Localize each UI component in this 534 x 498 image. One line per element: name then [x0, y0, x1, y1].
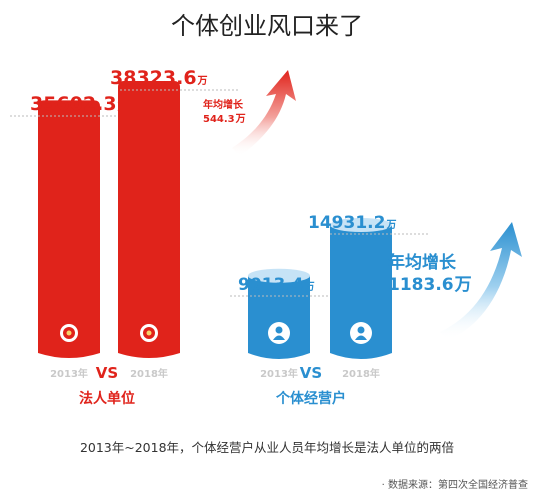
legal-entity-bar-2018	[118, 81, 180, 358]
person-icon-head	[357, 326, 365, 334]
vs-label: VS	[96, 364, 118, 382]
bars-layer: 35602.3万2013年38323.6万2018年VS法人单位年均增长544.…	[10, 67, 472, 407]
growth-unit: 万	[454, 275, 472, 295]
individual-business-bar-2013	[248, 275, 310, 359]
individual-business-bar-2013-top	[248, 268, 310, 283]
growth-value: 1183.6	[388, 275, 454, 295]
unit-label: 万	[385, 219, 396, 231]
person-icon-head	[275, 326, 283, 334]
individual-business-bar-2018-top	[330, 218, 392, 232]
unit-label: 万	[197, 75, 208, 87]
seal-icon-star	[146, 330, 152, 336]
person-icon-body	[355, 335, 367, 340]
value-label-2013: 9013.4	[238, 275, 304, 295]
seal-icon-star	[66, 330, 72, 336]
value-label-2013: 35602.3	[30, 93, 117, 115]
growth-label: 年均增长	[388, 252, 457, 273]
individual-business-bar-2018	[330, 225, 392, 359]
year-label: 2018年	[130, 367, 168, 380]
unit-label: 万	[304, 281, 315, 293]
group-label: 个体经营户	[275, 390, 346, 407]
growth-value: 544.3	[203, 114, 235, 125]
page-title: 个体创业风口来了	[171, 12, 363, 40]
year-label: 2013年	[50, 367, 88, 380]
red-growth-arrow	[232, 70, 296, 156]
blue-growth-arrow	[440, 222, 522, 340]
group-label: 法人单位	[79, 390, 135, 407]
year-label: 2013年	[260, 367, 298, 380]
legal-entity-bar-2013	[38, 100, 100, 358]
caption: 2013年~2018年，个体经营户从业人员年均增长是法人单位的两倍	[80, 440, 454, 455]
year-label: 2018年	[342, 367, 380, 380]
value-label-2018: 14931.2	[308, 213, 385, 233]
source-note: · 数据来源：第四次全国经济普查	[382, 478, 528, 491]
growth-unit: 万	[235, 113, 246, 125]
growth-label: 年均增长	[203, 98, 244, 111]
person-icon-body	[273, 335, 285, 340]
vs-label: VS	[300, 364, 322, 382]
value-label-2018: 38323.6	[110, 67, 197, 89]
